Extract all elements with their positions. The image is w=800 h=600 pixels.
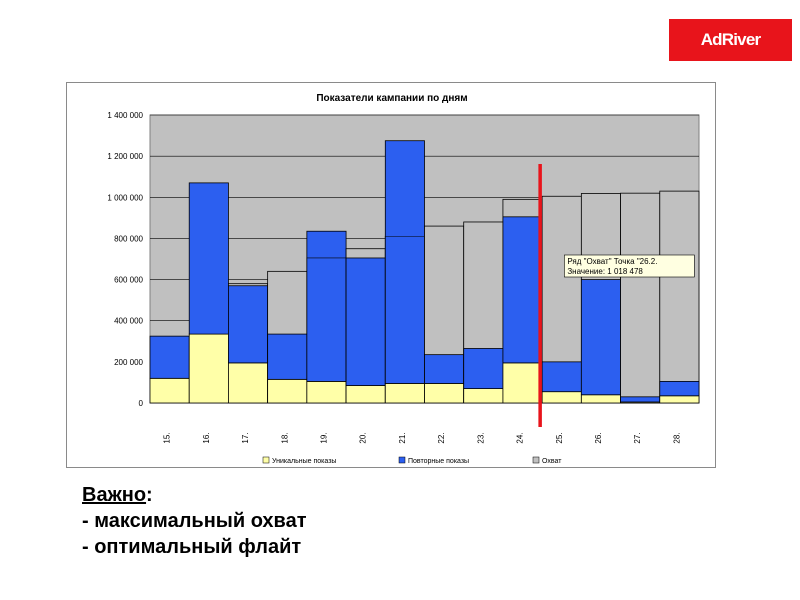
- bar-unique: [463, 388, 504, 404]
- note-heading: Важно: [82, 484, 147, 506]
- legend-label: Уникальные показы: [272, 458, 336, 465]
- chart-title: Показатели кампании по дням: [316, 93, 467, 104]
- x-tick-label: 27.: [633, 432, 642, 443]
- x-tick-label: 24.: [516, 432, 525, 443]
- y-tick-label: 1 400 000: [107, 111, 143, 120]
- y-tick-label: 800 000: [114, 234, 143, 243]
- x-tick-label: 25.: [555, 432, 564, 443]
- x-tick-label: 16.: [202, 432, 211, 443]
- tooltip-line-2: Значение: 1 018 478: [567, 267, 643, 276]
- note-item-reach: - максимальный охват: [82, 510, 307, 532]
- campaign-chart: Показатели кампании по дням 0 200 000 400 0…: [107, 93, 700, 465]
- bar-repeat: [580, 279, 621, 396]
- bar-repeat: [384, 140, 425, 384]
- bar-reach: [659, 190, 700, 404]
- bar-repeat: [188, 182, 229, 335]
- bar-repeat: [149, 335, 190, 379]
- x-tick-label: 15.: [163, 432, 172, 443]
- bar-repeat: [424, 354, 465, 384]
- y-tick-label: 1 200 000: [107, 152, 143, 161]
- x-tick-label: 21.: [398, 432, 407, 443]
- x-tick-label: 26.: [594, 432, 603, 443]
- bar-unique: [659, 395, 700, 404]
- bar-unique: [345, 385, 386, 404]
- note-item-flight: - оптимальный флайт: [82, 536, 302, 558]
- bar-unique: [424, 383, 465, 404]
- adriver-logo: AdRiver: [669, 19, 792, 61]
- bar-unique: [228, 362, 269, 404]
- legend-swatch: [262, 456, 270, 464]
- y-tick-label: 600 000: [114, 276, 143, 285]
- chart-panel: Показатели кампании по дням 0 200 000 400 0…: [66, 82, 716, 468]
- y-tick-label: 200 000: [114, 358, 143, 367]
- bar-repeat: [502, 216, 543, 364]
- importance-note: Важно: - максимальный охват - оптимальны…: [82, 482, 307, 560]
- x-tick-label: 17.: [241, 432, 250, 443]
- bar-unique: [502, 362, 543, 404]
- x-tick-label: 22.: [437, 432, 446, 443]
- y-tick-label: 400 000: [114, 317, 143, 326]
- legend-swatch: [532, 456, 540, 464]
- legend-label: Охват: [542, 458, 562, 465]
- bar-repeat: [659, 380, 700, 397]
- bar-reach: [620, 192, 661, 404]
- note-colon: :: [146, 484, 153, 506]
- bar-repeat: [463, 348, 504, 390]
- y-tick-label: 0: [139, 399, 144, 408]
- legend-swatch: [398, 456, 406, 464]
- bar-repeat: [541, 361, 582, 393]
- bar-unique: [541, 391, 582, 404]
- legend-label: Повторные показы: [408, 458, 469, 465]
- bar-unique: [306, 380, 347, 404]
- bar-repeat: [345, 257, 386, 386]
- x-tick-label: 23.: [476, 432, 485, 443]
- bar-unique: [188, 333, 229, 404]
- bar-unique: [384, 383, 425, 404]
- tooltip-line-1: Ряд "Охват" Точка "26.2.: [567, 257, 657, 266]
- y-tick-label: 1 000 000: [107, 193, 143, 202]
- x-tick-label: 20.: [359, 432, 368, 443]
- bar-repeat: [620, 396, 661, 403]
- note-heading-line: Важно:: [82, 482, 307, 508]
- x-tick-label: 18.: [280, 432, 289, 443]
- x-tick-label: 28.: [672, 432, 681, 443]
- bar-unique: [580, 394, 621, 404]
- bar-unique: [267, 378, 308, 404]
- bar-unique: [149, 377, 190, 404]
- bar-repeat: [306, 230, 347, 382]
- tooltip-box: [564, 254, 695, 278]
- x-tick-label: 19.: [319, 432, 328, 443]
- bar-repeat: [228, 285, 269, 364]
- bar-repeat: [267, 333, 308, 380]
